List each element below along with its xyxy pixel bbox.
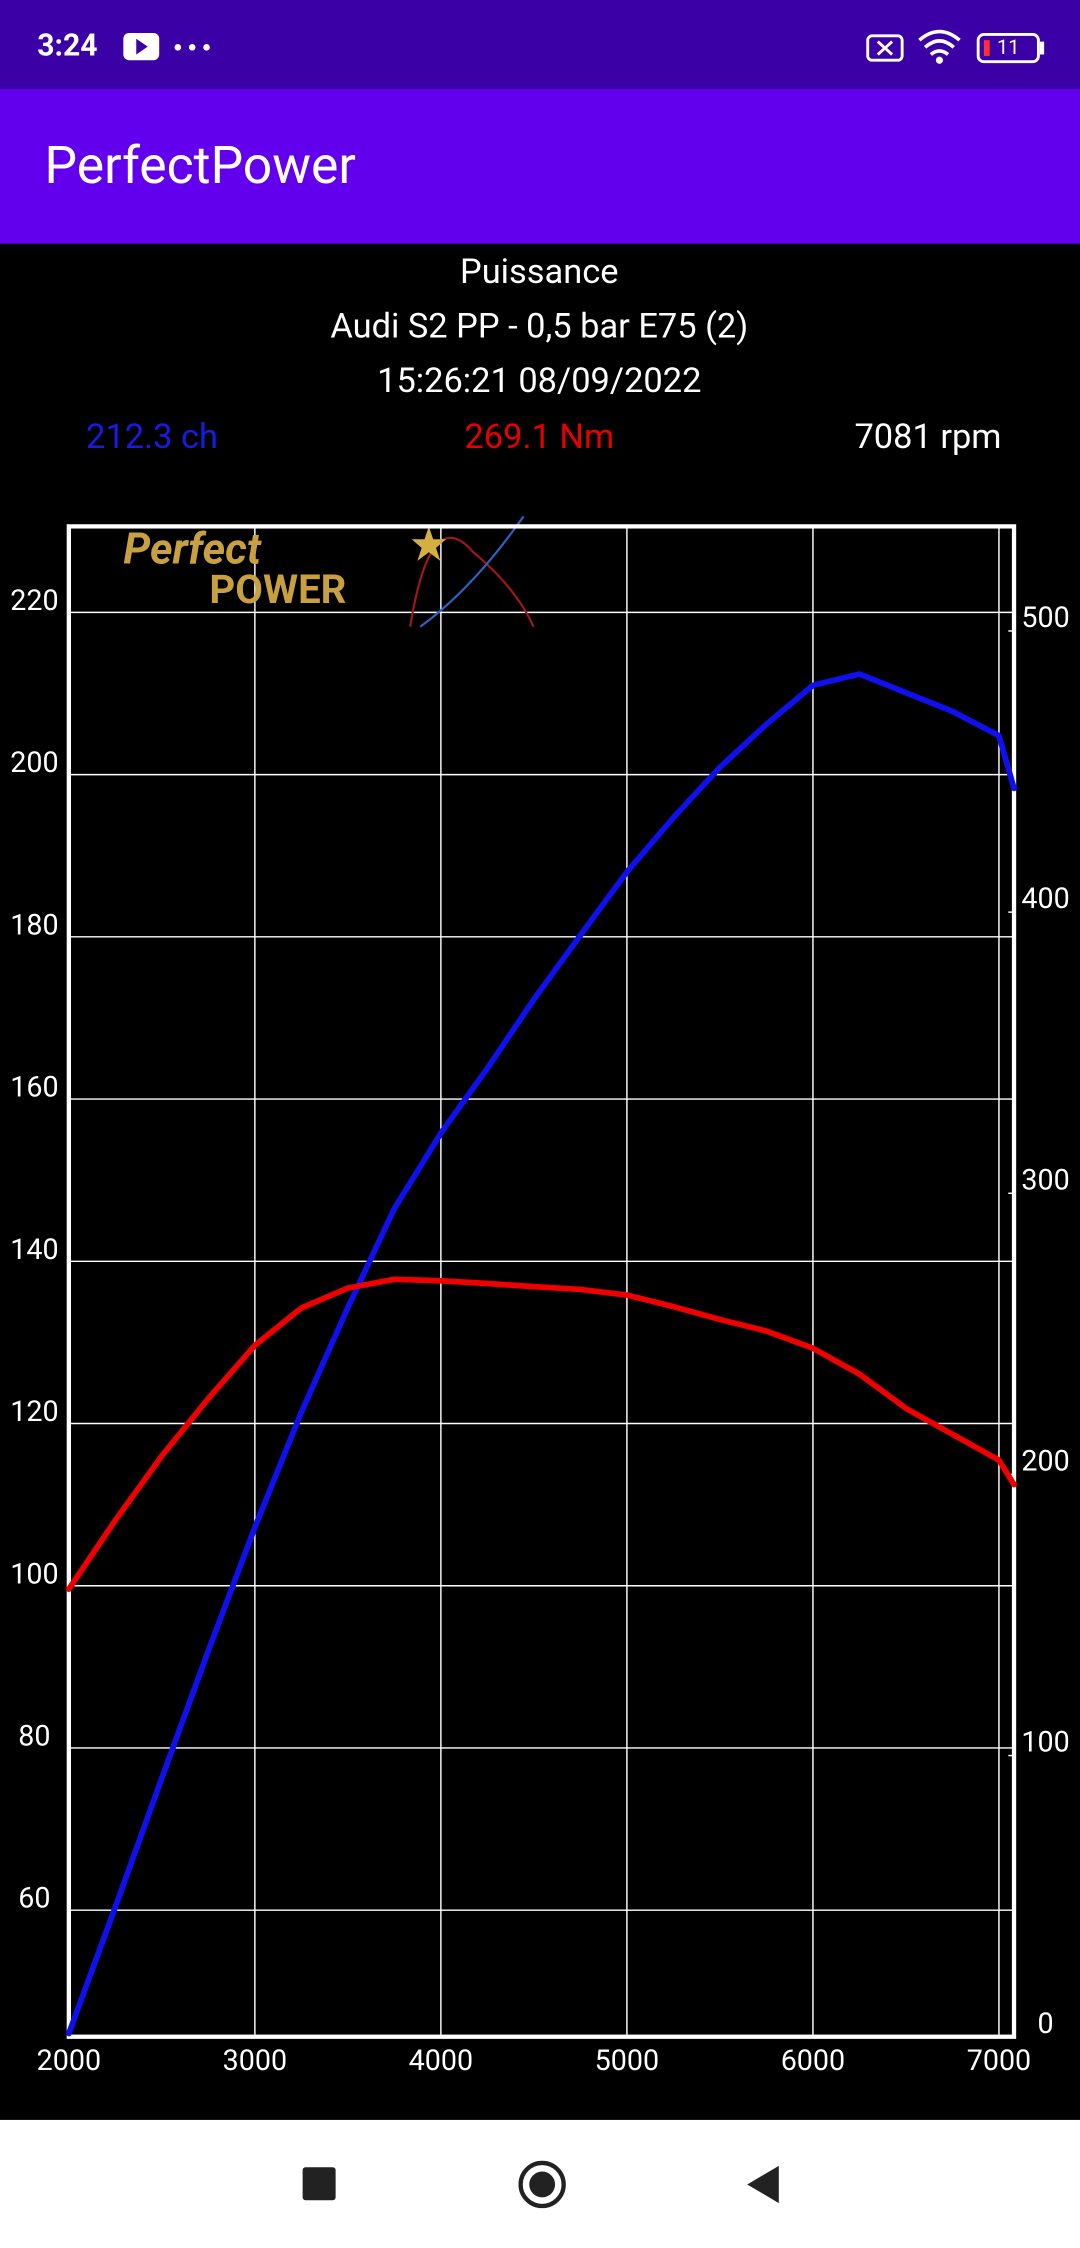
youtube-play [136,38,148,55]
y2-tick-label: 100 [1021,1726,1069,1760]
logo-text: POWER [209,566,346,613]
series-line [65,671,1017,2037]
series-line [65,1276,1017,1593]
y-tick-label: 200 [10,746,58,780]
y2-tick-label: 300 [1021,1163,1069,1197]
wifi-dot [935,56,944,64]
sim-x [876,40,894,56]
y-tick-label: 60 [18,1882,50,1916]
battery-icon [976,32,1040,64]
chart-timestamp: 15:26:21 08/09/2022 [377,361,701,401]
logo-curve [419,515,525,628]
y-tick-label: 140 [10,1233,58,1267]
status-bar [0,0,1080,89]
x-tick-label: 4000 [409,2044,473,2078]
app-title: PerfectPower [44,135,355,196]
y2-tick-label: 0 [1038,2007,1054,2041]
chart-title: Puissance [460,252,619,292]
readout: 7081 rpm [854,417,1001,457]
wifi-icon [918,29,961,56]
sim-icon [866,34,904,62]
readout: 212.3 ch [86,417,218,457]
x-tick-label: 3000 [223,2044,287,2078]
y2-tick-label: 400 [1021,882,1069,916]
y-tick-label: 100 [10,1557,58,1591]
battery-level [983,40,990,56]
x-tick-label: 7000 [967,2044,1031,2078]
nav-home[interactable] [518,2160,566,2209]
y-tick-label: 120 [10,1395,58,1429]
nav-back[interactable] [747,2165,779,2204]
more-dots [174,44,210,51]
logo: Perfect POWER [123,515,535,628]
y-tick-label: 80 [18,1719,50,1753]
nav-home-dot [529,2171,556,2198]
y-tick-label: 180 [10,908,58,942]
battery-tip [1039,41,1045,55]
plot-border [66,524,1017,2039]
y2-tick-label: 200 [1021,1445,1069,1479]
y-tick-label: 220 [10,584,58,618]
status-time: 3:24 [37,28,97,63]
x-tick-label: 2000 [37,2044,101,2078]
battery-text: 11 [997,35,1020,59]
chart-subtitle: Audi S2 PP - 0,5 bar E75 (2) [330,307,748,347]
readout: 269.1 Nm [464,417,614,457]
logo-curve [409,536,535,628]
y2-tick-label: 500 [1021,601,1069,635]
chart-area [0,243,1080,2120]
app-bar [0,88,1080,244]
logo-text: Perfect [123,524,262,575]
nav-recents[interactable] [302,2167,336,2201]
x-tick-label: 5000 [595,2044,659,2078]
y-tick-label: 160 [10,1071,58,1105]
x-tick-label: 6000 [781,2044,845,2078]
